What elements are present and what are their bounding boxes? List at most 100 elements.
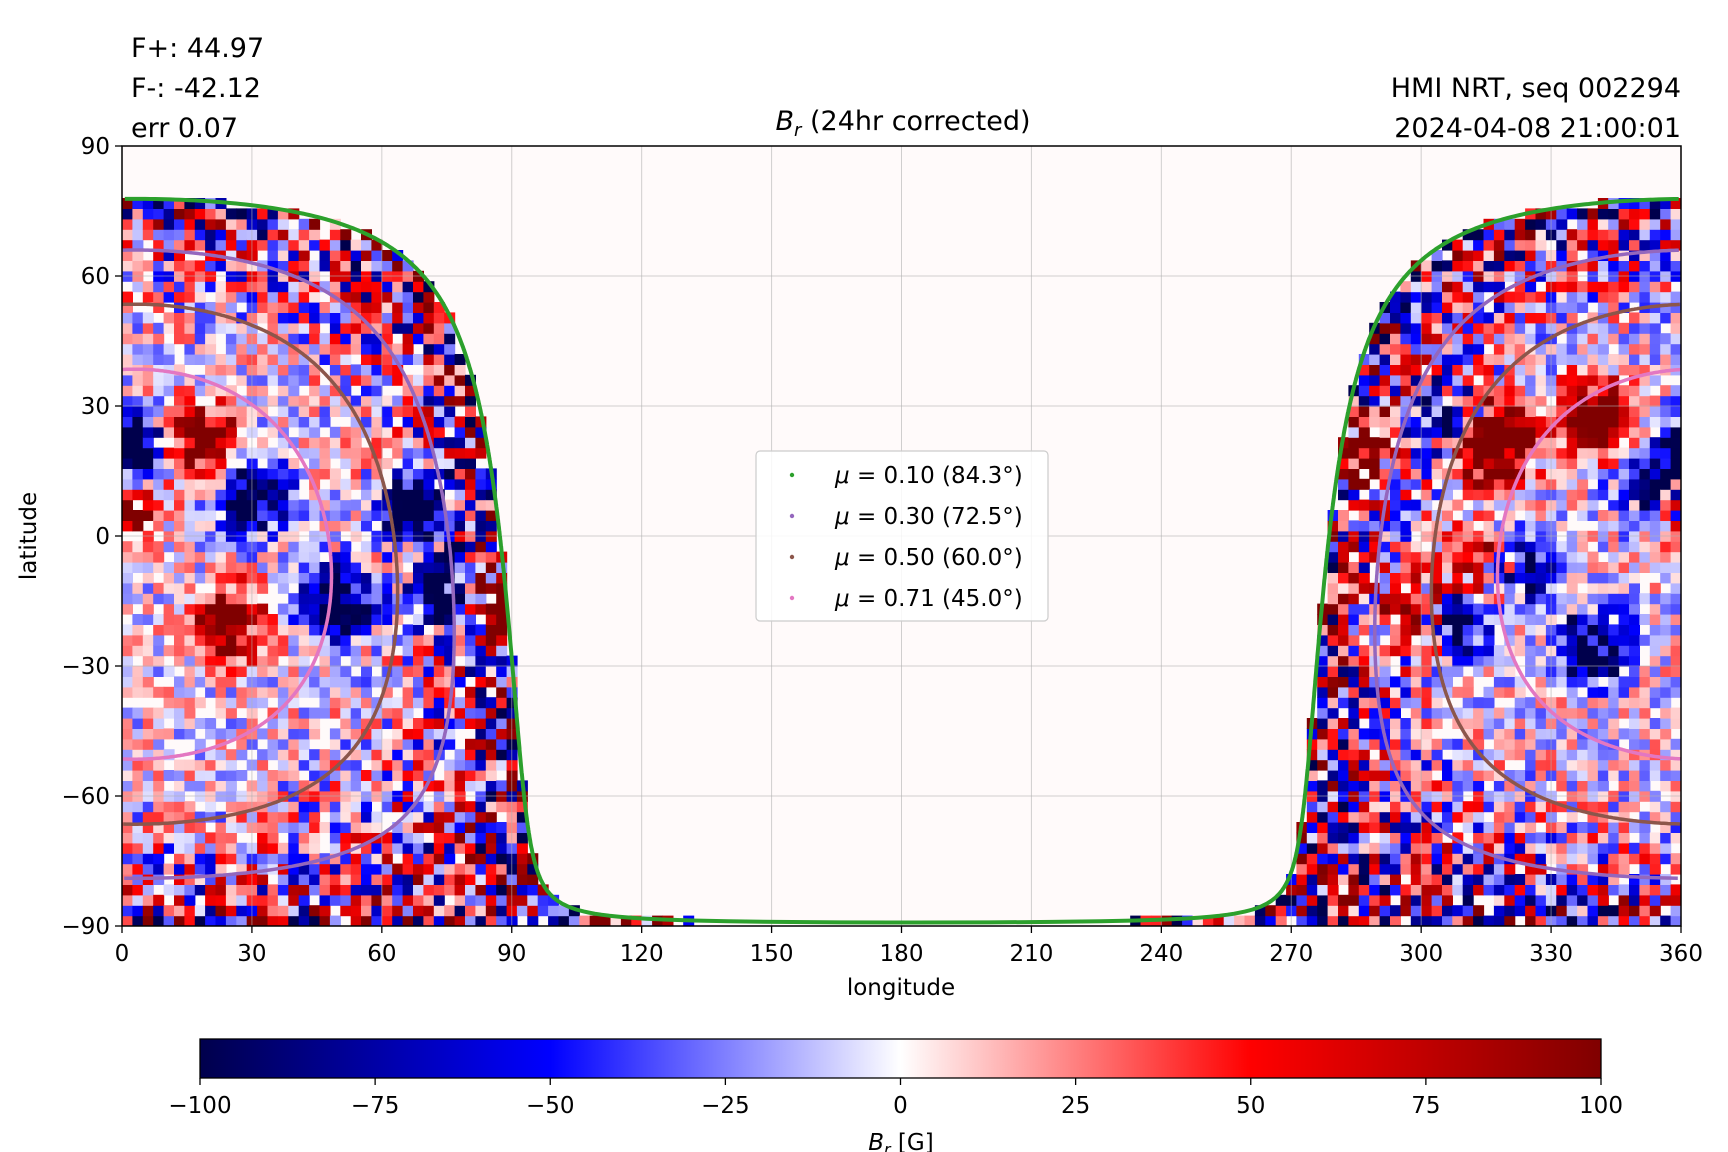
heatmap-cell [1483, 915, 1495, 926]
heatmap-cell [1608, 520, 1620, 532]
heatmap-cell [288, 520, 300, 532]
heatmap-cell [485, 811, 497, 823]
heatmap-cell [1618, 572, 1630, 584]
heatmap-cell [1535, 239, 1547, 251]
heatmap-cell [1493, 905, 1505, 917]
heatmap-cell [423, 655, 435, 667]
heatmap-cell [1608, 697, 1620, 709]
heatmap-cell [1639, 312, 1651, 324]
heatmap-cell [225, 281, 237, 293]
heatmap-cell [257, 551, 269, 563]
heatmap-cell [1410, 426, 1422, 438]
heatmap-cell [1681, 458, 1692, 469]
heatmap-cell [340, 260, 352, 272]
heatmap-cell [1556, 374, 1568, 386]
heatmap-cell [1504, 426, 1516, 438]
heatmap-cell [444, 510, 456, 521]
heatmap-cell [309, 416, 321, 428]
heatmap-cell [329, 447, 341, 459]
heatmap-cell [1358, 853, 1370, 865]
heatmap-cell [1566, 874, 1578, 885]
heatmap-cell [236, 478, 248, 490]
heatmap-cell [1483, 593, 1495, 605]
heatmap-cell [1556, 291, 1568, 303]
heatmap-cell [132, 260, 144, 272]
heatmap-cell [1431, 884, 1443, 896]
heatmap-cell [1577, 437, 1589, 449]
heatmap-cell [1670, 406, 1681, 417]
heatmap-cell [1431, 686, 1443, 698]
heatmap-cell [1421, 603, 1433, 615]
heatmap-cell [122, 416, 133, 428]
heatmap-cell [1338, 894, 1349, 906]
heatmap-cell [1338, 759, 1349, 771]
heatmap-cell [122, 593, 133, 605]
heatmap-cell [1504, 572, 1516, 584]
heatmap-cell [1421, 634, 1433, 646]
heatmap-cell [1577, 354, 1589, 365]
heatmap-cell [1525, 718, 1537, 729]
heatmap-cell [1202, 915, 1214, 926]
heatmap-cell [225, 499, 237, 511]
heatmap-cell [142, 510, 154, 521]
heatmap-cell [1473, 478, 1485, 490]
heatmap-cell [1493, 489, 1505, 501]
heatmap-cell [1608, 676, 1620, 688]
heatmap-cell [496, 749, 508, 761]
heatmap-cell [1410, 832, 1422, 844]
heatmap-cell [1649, 562, 1661, 573]
heatmap-cell [329, 218, 341, 230]
heatmap-cell [277, 229, 289, 241]
heatmap-cell [122, 718, 133, 729]
heatmap-cell [1649, 634, 1661, 646]
heatmap-cell [1597, 218, 1609, 230]
heatmap-cell [329, 260, 341, 272]
heatmap-cell [1597, 510, 1609, 521]
heatmap-cell [184, 770, 196, 781]
heatmap-cell [1566, 863, 1578, 875]
heatmap-cell [485, 666, 497, 677]
heatmap-cell [1597, 842, 1609, 854]
heatmap-cell [423, 645, 435, 657]
heatmap-cell [163, 707, 175, 719]
heatmap-cell [225, 759, 237, 771]
heatmap-cell [163, 239, 175, 251]
heatmap-cell [496, 572, 508, 584]
heatmap-cell [1390, 676, 1401, 688]
heatmap-cell [1452, 374, 1464, 386]
heatmap-cell [1649, 406, 1661, 417]
heatmap-cell [1400, 364, 1412, 376]
heatmap-cell [485, 842, 497, 854]
heatmap-cell [267, 905, 279, 917]
heatmap-cell [205, 510, 217, 521]
heatmap-cell [1493, 572, 1505, 584]
heatmap-cell [309, 614, 321, 625]
heatmap-cell [215, 863, 227, 875]
heatmap-cell [174, 291, 185, 303]
heatmap-cell [350, 676, 362, 688]
heatmap-cell [1660, 915, 1672, 926]
heatmap-cell [381, 738, 393, 750]
heatmap-cell [163, 666, 175, 677]
heatmap-cell [381, 458, 393, 469]
heatmap-cell [381, 510, 393, 521]
heatmap-cell [215, 884, 227, 896]
heatmap-cell [1566, 343, 1578, 355]
heatmap-cell [371, 302, 383, 313]
heatmap-cell [1296, 884, 1308, 896]
heatmap-cell [340, 229, 352, 241]
heatmap-cell [1618, 499, 1630, 511]
heatmap-cell [1514, 541, 1526, 553]
heatmap-cell [277, 218, 289, 230]
heatmap-cell [1327, 624, 1339, 636]
heatmap-cell [1369, 884, 1381, 896]
heatmap-cell [1473, 905, 1485, 917]
heatmap-cell [1608, 239, 1620, 251]
heatmap-cell [1670, 239, 1681, 251]
heatmap-cell [184, 874, 196, 885]
heatmap-cell [142, 811, 154, 823]
heatmap-cell [1410, 863, 1422, 875]
heatmap-cell [1473, 229, 1485, 241]
heatmap-cell [132, 822, 144, 833]
heatmap-cell [1535, 728, 1547, 740]
